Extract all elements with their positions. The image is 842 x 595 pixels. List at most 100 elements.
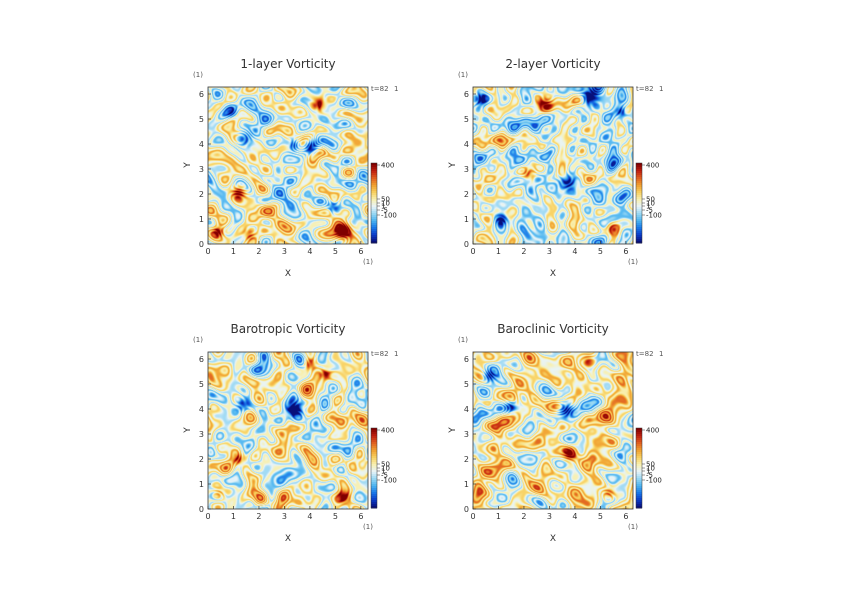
y-tick-label: 2 <box>199 455 204 464</box>
colorbar-swatch <box>371 492 377 495</box>
vorticity-field <box>208 87 368 244</box>
colorbar-swatch <box>636 488 642 491</box>
colorbar-label: 400 <box>381 427 394 435</box>
x-tick-label: 6 <box>358 247 363 256</box>
x-unit: (1) <box>628 523 638 531</box>
colorbar-swatch <box>371 504 377 507</box>
colorbar-swatch <box>371 171 377 174</box>
colorbar-swatch <box>371 450 377 453</box>
colorbar-swatch <box>371 177 377 180</box>
colorbar-swatch <box>636 215 642 218</box>
panel-title: 2-layer Vorticity <box>505 57 600 71</box>
colorbar-swatch <box>371 506 377 509</box>
colorbar-swatch <box>636 468 642 471</box>
time-unit: 1 <box>394 350 398 358</box>
colorbar-label: 10 <box>646 200 655 208</box>
time-label: t=82 <box>371 350 389 358</box>
colorbar-label: 1 <box>646 203 650 211</box>
colorbar-swatch <box>371 436 377 439</box>
colorbar-swatch <box>636 205 642 208</box>
colorbar-swatch <box>371 195 377 198</box>
colorbar-label: 1 <box>381 203 385 211</box>
y-tick-label: 4 <box>464 140 469 149</box>
x-tick-label: 6 <box>358 512 363 521</box>
x-tick-label: 0 <box>470 512 475 521</box>
x-tick-label: 0 <box>205 512 210 521</box>
colorbar-swatch <box>636 163 642 166</box>
x-tick-label: 0 <box>470 247 475 256</box>
y-tick-label: 6 <box>464 355 469 364</box>
x-tick-label: 0 <box>205 247 210 256</box>
colorbar-swatch <box>371 183 377 186</box>
colorbar-swatch <box>371 478 377 481</box>
y-axis: 0 1 2 3 4 5 6 <box>464 355 476 514</box>
y-tick-label: 6 <box>199 90 204 99</box>
colorbar-swatch <box>636 498 642 501</box>
colorbar-swatch <box>636 233 642 236</box>
vorticity-field <box>208 352 368 509</box>
colorbar-swatch <box>371 466 377 469</box>
y-tick-label: 0 <box>199 505 204 514</box>
y-unit: (1) <box>193 71 203 79</box>
y-tick-label: 1 <box>199 215 204 224</box>
colorbar-label: 10 <box>646 465 655 473</box>
colorbar-swatch <box>636 181 642 184</box>
colorbar-swatch <box>371 205 377 208</box>
x-tick-label: 4 <box>307 512 312 521</box>
x-tick-label: 6 <box>623 512 628 521</box>
y-tick-label: 6 <box>464 90 469 99</box>
x-axis-label: X <box>550 269 556 279</box>
colorbar-swatch <box>636 165 642 168</box>
panel-title: Barotropic Vorticity <box>230 322 345 336</box>
y-tick-label: 5 <box>199 115 204 124</box>
colorbar-swatch <box>371 199 377 202</box>
colorbar-label: 10 <box>381 465 390 473</box>
colorbar-swatch <box>371 215 377 218</box>
y-tick-label: 5 <box>464 115 469 124</box>
colorbar-swatch <box>636 454 642 457</box>
colorbar-swatch <box>636 225 642 228</box>
colorbar-swatch <box>636 175 642 178</box>
colorbar-swatch <box>371 235 377 238</box>
y-axis-label: Y <box>183 162 193 169</box>
plot-frame <box>207 351 369 510</box>
colorbar-label: 50 <box>381 196 390 204</box>
colorbar-swatch <box>371 476 377 479</box>
colorbar-swatch <box>371 472 377 475</box>
y-axis: 0 1 2 3 4 5 6 <box>464 90 476 249</box>
y-tick-label: 0 <box>464 505 469 514</box>
y-tick-label: 3 <box>199 430 204 439</box>
colorbar-swatch <box>371 440 377 443</box>
x-tick-label: 2 <box>521 512 526 521</box>
colorbar-swatch <box>371 211 377 214</box>
y-tick-label: 4 <box>464 405 469 414</box>
colorbar-swatch <box>371 179 377 182</box>
time-unit: 1 <box>659 85 663 93</box>
y-tick-label: 1 <box>464 215 469 224</box>
y-axis-label: Y <box>448 162 458 169</box>
x-tick-label: 5 <box>598 512 603 521</box>
colorbar-swatch <box>371 203 377 206</box>
colorbar-swatch <box>636 434 642 437</box>
y-tick-label: 4 <box>199 405 204 414</box>
x-tick-label: 4 <box>572 247 577 256</box>
colorbar-swatch <box>371 502 377 505</box>
colorbar-swatch <box>636 430 642 433</box>
plot-frame <box>207 86 369 245</box>
x-unit: (1) <box>628 258 638 266</box>
colorbar-swatch <box>371 484 377 487</box>
panel-title: 1-layer Vorticity <box>240 57 335 71</box>
colorbar-label: -5 <box>381 472 388 480</box>
colorbar-swatch <box>371 181 377 184</box>
colorbar-swatch <box>636 195 642 198</box>
y-axis: 0 1 2 3 4 5 6 <box>199 90 211 249</box>
colorbar-swatch <box>636 460 642 463</box>
colorbar-swatch <box>636 173 642 176</box>
colorbar-swatch <box>636 171 642 174</box>
colorbar-swatch <box>636 444 642 447</box>
colorbar-swatch <box>636 482 642 485</box>
y-tick-label: 2 <box>464 190 469 199</box>
x-tick-label: 1 <box>496 512 501 521</box>
colorbar-swatch <box>636 207 642 210</box>
colorbar-swatch <box>636 466 642 469</box>
